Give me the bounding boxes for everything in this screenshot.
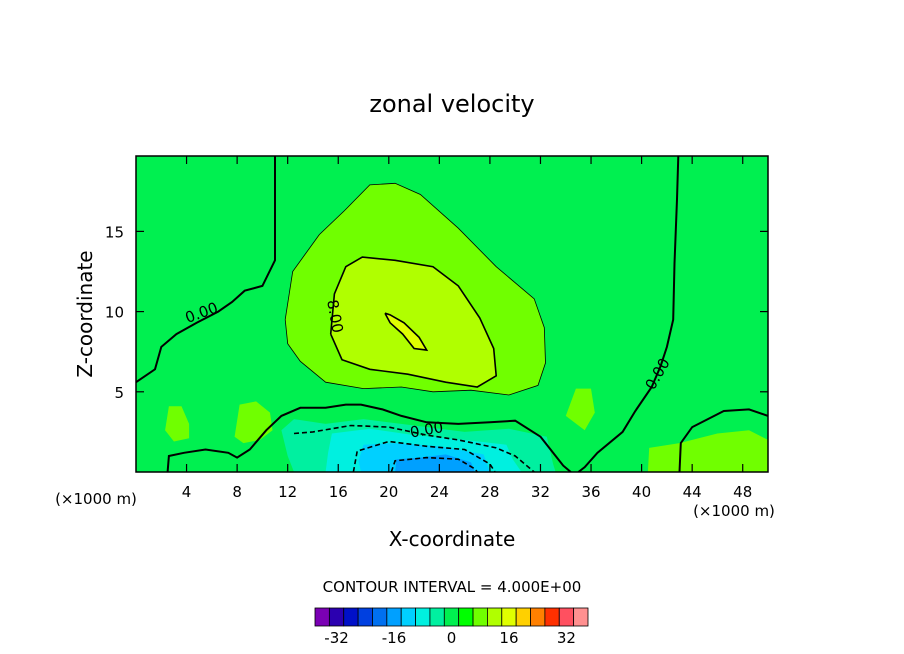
x-tick-label: 44 xyxy=(683,483,702,501)
contour-line-plus8 xyxy=(329,256,498,388)
contour-region-upper-jet-12 xyxy=(330,257,497,387)
colorbar-tick-label: 16 xyxy=(499,629,518,647)
x-tick-label: 20 xyxy=(379,483,398,501)
colorbar-swatch xyxy=(386,607,402,627)
contour-line-zero-right xyxy=(577,156,680,472)
colorbar-swatch xyxy=(530,607,546,627)
colorbar-swatch xyxy=(429,607,445,627)
x-tick-label: 4 xyxy=(182,483,192,501)
colorbar-tick-label: 32 xyxy=(557,629,576,647)
contour-region-upper-jet-16 xyxy=(385,313,427,351)
x-tick-label: 28 xyxy=(480,483,499,501)
colorbar-swatch xyxy=(400,607,416,627)
colorbar-swatch xyxy=(515,607,531,627)
x-axis-title: X-coordinate xyxy=(389,527,516,551)
colorbar-swatch xyxy=(487,607,503,627)
contour-region-near-surface-neg16 xyxy=(395,454,475,472)
y-axis-ticks: 5 10 15 xyxy=(105,223,768,402)
y-axis-title: Z-coordinate xyxy=(73,250,97,377)
colorbar-swatch xyxy=(573,607,589,627)
colorbar-tick-label: 0 xyxy=(447,629,457,647)
colorbar-swatch xyxy=(314,607,330,627)
colorbar-swatch xyxy=(472,607,488,627)
contour-label: 0.00 xyxy=(409,418,445,442)
contour-label-layer: 0.00 8.000.000.00 xyxy=(183,298,674,441)
contour-label: 8.00 xyxy=(323,298,347,334)
contour-line-plus4 xyxy=(284,182,546,396)
contour-line-minus8 xyxy=(352,440,496,472)
contour-region-bottom-right-4 xyxy=(647,430,768,472)
y-tick-label: 10 xyxy=(105,304,124,322)
chart-title: zonal velocity xyxy=(369,90,534,118)
contour-line-zero-left xyxy=(136,156,276,384)
contour-region-lower-left-4 xyxy=(165,406,190,442)
y-tick-label: 15 xyxy=(105,223,124,241)
plot-area: 0.00 8.000.000.00 xyxy=(136,156,768,472)
x-unit-right: (×1000 m) xyxy=(693,502,775,520)
x-tick-label: 24 xyxy=(430,483,449,501)
colorbar-swatch xyxy=(343,607,359,627)
contour-line-plus12 xyxy=(384,312,429,352)
colorbar-swatch xyxy=(458,607,474,627)
colorbar-tick-label: -32 xyxy=(324,629,349,647)
y-tick-label: 5 xyxy=(114,384,124,402)
contour-line-zero-ground-right xyxy=(678,408,768,472)
colorbar-tick-label: -16 xyxy=(382,629,407,647)
colorbar-swatch xyxy=(558,607,575,627)
colorbar-swatch xyxy=(357,607,373,627)
x-tick-label: 12 xyxy=(278,483,297,501)
x-unit-left: (×1000 m) xyxy=(55,490,137,508)
contour-line-layer xyxy=(136,156,768,472)
x-tick-label: 8 xyxy=(232,483,242,501)
colorbar-swatch xyxy=(328,607,345,627)
colorbar-swatch xyxy=(415,607,431,627)
colorbar-swatch xyxy=(501,607,517,627)
x-tick-label: 36 xyxy=(581,483,600,501)
contour-line-zero-lower-wavy xyxy=(166,403,572,472)
contour-line-minus4 xyxy=(293,424,535,472)
colorbar-swatch xyxy=(544,607,560,627)
x-tick-label: 32 xyxy=(531,483,550,501)
colorbar-swatch xyxy=(372,607,388,627)
plot-frame xyxy=(135,155,769,473)
colorbar: -32 -16 0 16 32 xyxy=(314,607,589,647)
colorbar-swatch xyxy=(443,607,460,627)
x-tick-label: 40 xyxy=(632,483,651,501)
x-tick-label: 48 xyxy=(733,483,752,501)
contour-line-minus12 xyxy=(390,456,478,472)
contour-region-lower-right-4 xyxy=(565,388,595,431)
x-tick-label: 16 xyxy=(329,483,348,501)
contour-interval-text: CONTOUR INTERVAL = 4.000E+00 xyxy=(323,578,582,596)
x-axis-ticks: 4 8 12 16 20 24 28 32 36 40 44 48 xyxy=(182,156,752,501)
